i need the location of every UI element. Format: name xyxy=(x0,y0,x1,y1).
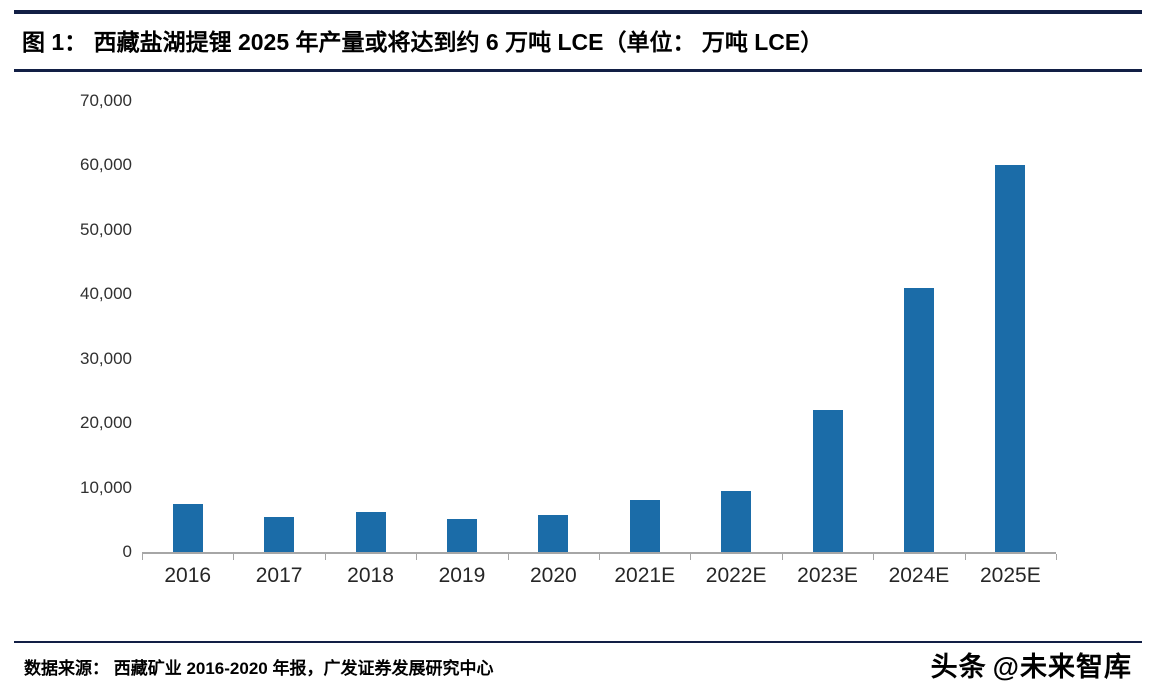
bar-2022E xyxy=(721,490,752,552)
footer-divider xyxy=(14,641,1142,643)
watermark-logo: 头条 xyxy=(930,652,987,682)
y-axis-tick-label: 20,000 xyxy=(80,413,132,433)
x-axis-tick xyxy=(690,554,692,560)
bar-2019 xyxy=(446,518,477,552)
watermark-handle: @未来智库 xyxy=(992,652,1132,682)
bar-column xyxy=(965,101,1056,552)
bar-2023E xyxy=(812,410,843,552)
bar-chart: 70,000 60,000 50,000 40,000 30,000 20,000 10,0… xyxy=(46,91,1057,606)
bar-2017 xyxy=(264,516,295,552)
figure-title: 图 1： 西藏盐湖提锂 2025 年产量或将达到约 6 万吨 LCE（单位： 万… xyxy=(22,29,824,55)
bar-2024E xyxy=(903,287,934,552)
bar-column xyxy=(690,101,781,552)
bar-2016 xyxy=(172,503,203,552)
bar-2025E xyxy=(995,165,1026,552)
x-axis-label: 2019 xyxy=(438,564,486,587)
watermark: 头条 @未来智库 xyxy=(931,645,1132,684)
x-axis-label: 2023E xyxy=(797,564,858,587)
bar-column xyxy=(599,101,690,552)
x-axis-label: 2025E xyxy=(979,564,1041,587)
x-axis-label: 2024E xyxy=(888,564,950,587)
x-axis-tick xyxy=(233,554,235,560)
x-axis-labels: 2016 2017 2018 2019 2020 2021E 2022E 2023E 2024E… xyxy=(142,564,1056,588)
bar-column xyxy=(782,101,873,552)
x-axis-tick xyxy=(142,554,143,560)
x-axis-tick xyxy=(416,554,418,560)
x-axis-label: 2017 xyxy=(255,564,303,587)
x-axis-label: 2022E xyxy=(705,564,767,587)
x-axis-tick xyxy=(1056,554,1057,560)
y-axis-tick-label: 10,000 xyxy=(80,477,132,497)
y-axis-tick-label: 30,000 xyxy=(80,348,132,368)
bar-column xyxy=(508,101,599,552)
bar-2020 xyxy=(538,514,569,552)
x-axis-tick xyxy=(599,554,600,560)
y-axis-tick-label: 40,000 xyxy=(80,284,132,304)
data-source-note: 数据来源： 西藏矿业 2016-2020 年报，广发证券发展研究中心 xyxy=(24,659,494,678)
x-axis-tick xyxy=(964,554,966,560)
x-axis-tick xyxy=(507,554,509,560)
bar-2021E xyxy=(629,500,660,552)
plot-area xyxy=(142,101,1057,560)
bar-2018 xyxy=(355,512,386,552)
x-axis-label: 2020 xyxy=(529,564,577,587)
bar-column xyxy=(142,101,233,552)
x-axis-tick xyxy=(324,554,326,560)
figure-header: 图 1： 西藏盐湖提锂 2025 年产量或将达到约 6 万吨 LCE（单位： 万… xyxy=(14,10,1142,72)
bar-column xyxy=(873,101,964,552)
y-axis-tick-label: 60,000 xyxy=(80,155,132,175)
y-axis-tick-label: 0 xyxy=(122,542,132,561)
x-axis-tick xyxy=(873,554,875,560)
bar-column xyxy=(416,101,507,552)
x-axis-label: 2016 xyxy=(164,564,212,587)
x-axis-label: 2018 xyxy=(347,564,394,587)
x-axis-tick xyxy=(781,554,783,560)
y-axis-labels: 70,000 60,000 50,000 40,000 30,000 20,000 10,0… xyxy=(46,91,132,561)
x-axis-label: 2021E xyxy=(614,564,676,587)
y-axis-tick-label: 50,000 xyxy=(80,219,132,239)
bar-column xyxy=(325,101,416,552)
x-axis-line xyxy=(142,552,1056,554)
y-axis-tick-label: 70,000 xyxy=(80,91,132,110)
bar-column xyxy=(233,101,324,552)
